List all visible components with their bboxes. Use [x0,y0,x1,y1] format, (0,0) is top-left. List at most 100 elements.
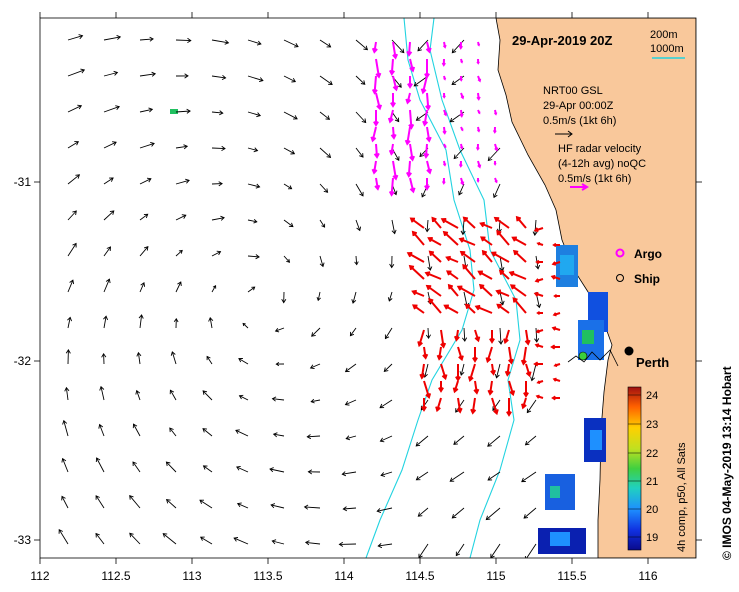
radar-arrow-north [458,160,463,168]
radar-arrow-north [388,177,395,197]
model-arrow [494,363,501,379]
x-tick-label: 112 [30,569,49,583]
model-arrow [342,506,357,512]
model-arrow [242,322,249,329]
radar-arrow-north [392,160,399,181]
radar-arrow-south [496,229,510,246]
radar-arrow-north [406,41,413,57]
y-tick-label: -32 [14,354,32,368]
radar-arrow-south [409,217,425,229]
radar-arrow-south [428,250,442,263]
model-arrow [95,532,105,545]
model-arrow [523,507,537,519]
radar-arrow-south [512,249,527,263]
perth-marker [624,346,634,356]
radar-arrow-south [512,297,527,314]
radar-arrow-north [443,143,447,149]
radar-arrow-south [477,270,493,280]
radar-arrow-south [490,363,497,376]
model-arrow [162,533,177,545]
model-arrow [304,540,321,546]
model-arrow [380,471,393,477]
radar-arrow-north [406,160,413,178]
radar-arrow-north [425,41,432,54]
model-arrow [455,543,465,557]
credit-text: © IMOS 04-May-2019 13:14 Hobart [720,366,734,560]
radar-arrow-south [417,329,425,348]
radar-arrow-north [476,58,480,65]
model-arrow [67,279,75,293]
model-arrow [283,255,291,263]
model-arrow [319,39,332,48]
radar-arrow-south [440,329,447,349]
model-arrow [272,432,285,438]
radar-arrow-north [459,75,463,82]
legend-model-scale: 0.5m/s (1kt 6h) [543,115,616,127]
model-arrow [67,68,86,77]
model-arrow [247,75,264,83]
model-arrow [449,471,465,482]
radar-arrow-south [474,329,481,343]
radar-arrow-north [443,109,448,117]
model-arrow [103,278,111,293]
radar-arrow-south [534,278,544,283]
model-arrow [384,327,393,340]
model-arrow [62,419,69,437]
model-arrow [306,434,321,440]
model-arrow [211,181,223,187]
radar-arrow-south [428,297,442,314]
model-arrow [211,74,227,81]
radar-arrow-north [409,58,416,73]
model-arrow [338,541,357,547]
colorbar-tick-label: 22 [646,448,658,460]
model-arrow [355,75,366,85]
model-arrow [103,315,109,329]
radar-arrow-north [371,41,378,54]
radar-arrow-south [479,236,493,246]
coast-river-mark [567,349,619,367]
model-arrow [492,183,501,199]
radar-arrow-south [438,381,444,393]
radar-arrow-north [392,75,399,92]
model-arrow [355,111,367,124]
radar-arrow-north [373,110,379,127]
radar-arrow-south [509,284,527,297]
model-arrow [269,467,285,473]
radar-arrow-north [387,109,394,124]
radar-arrow-south [536,311,543,315]
radar-arrow-north [407,76,413,89]
model-arrow [238,358,249,365]
model-arrow [530,363,537,382]
model-arrow [247,254,260,260]
radar-arrow-south [456,285,476,297]
radar-arrow-south [552,377,561,382]
isobath-1000m [365,18,475,558]
radar-arrow-south [487,380,494,396]
model-arrow [487,147,501,162]
model-arrow [498,327,504,345]
radar-arrow-south [474,304,493,314]
y-tick-label: -33 [14,533,32,547]
radar-arrow-south [508,380,516,397]
radar-arrow-south [478,283,493,297]
radar-arrow-north [389,58,396,76]
radar-arrow-north [371,160,378,175]
radar-arrow-north [442,160,447,167]
radar-arrow-north [441,58,446,67]
radar-arrow-south [406,252,425,263]
model-arrow [238,394,249,401]
model-arrow [319,219,326,228]
radar-arrow-south [520,346,527,366]
x-tick-label: 115 [486,569,505,583]
model-arrow [524,435,537,446]
model-arrow [103,141,117,149]
radar-arrow-south [524,329,531,346]
radar-arrow-south [443,304,459,314]
x-tick-label: 112.5 [101,569,130,583]
model-arrow [247,183,261,189]
radar-arrow-north [458,41,463,50]
model-arrow [64,386,70,401]
model-arrow [532,219,538,236]
radar-arrow-south [536,380,544,384]
model-arrow [129,495,141,509]
